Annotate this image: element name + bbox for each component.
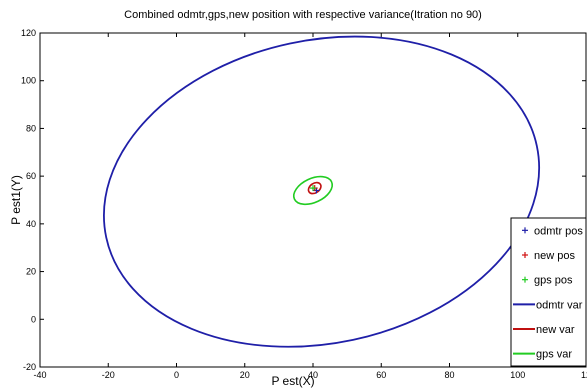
plot-area xyxy=(39,32,587,368)
gps-pos-marker xyxy=(310,185,316,192)
x-axis-label: P est(X) xyxy=(271,374,314,388)
legend-item-odmtr-var: odmtr var xyxy=(513,299,583,311)
new-var-ellipse xyxy=(307,181,322,195)
legend-label: gps pos xyxy=(534,275,573,287)
y-tick-label: 100 xyxy=(21,76,36,86)
x-tick-label: -20 xyxy=(102,370,115,380)
y-axis: -20 0 20 40 60 80 100 120 xyxy=(21,28,586,372)
y-tick-label: -20 xyxy=(23,362,36,372)
series-layer xyxy=(103,35,541,348)
x-axis: -40 -20 0 20 40 60 80 100 12 xyxy=(33,33,587,380)
x-tick-label: 0 xyxy=(174,370,179,380)
x-tick-label: 60 xyxy=(376,370,386,380)
legend: odmtr pos new pos gps pos odmtr var new var g… xyxy=(510,217,587,367)
y-tick-label: 40 xyxy=(26,219,36,229)
legend-box xyxy=(510,217,587,367)
legend-item-gps-pos: gps pos xyxy=(522,275,573,287)
legend-label: odmtr var xyxy=(536,299,583,311)
x-tick-label: 20 xyxy=(240,370,250,380)
legend-item-odmtr-pos: odmtr pos xyxy=(522,225,583,237)
x-tick-label: 12 xyxy=(581,370,587,380)
odmtr-var-ellipse xyxy=(103,35,541,348)
y-axis-label: P est1(Y) xyxy=(9,175,23,225)
x-tick-label: 40 xyxy=(308,370,318,380)
legend-item-new-var: new var xyxy=(513,324,575,336)
y-tick-label: 80 xyxy=(26,123,36,133)
legend-item-gps-var: gps var xyxy=(513,349,572,361)
x-tick-label: -40 xyxy=(33,370,46,380)
gps-var-ellipse xyxy=(292,175,334,206)
legend-label: gps var xyxy=(536,349,572,361)
legend-item-new-pos: new pos xyxy=(522,250,575,262)
y-tick-label: 0 xyxy=(31,314,36,324)
legend-label: new var xyxy=(536,324,575,336)
y-tick-label: 60 xyxy=(26,171,36,181)
x-tick-label: 80 xyxy=(444,370,454,380)
x-tick-label: 100 xyxy=(510,370,525,380)
y-tick-label: 120 xyxy=(21,28,36,38)
legend-label: new pos xyxy=(534,250,575,262)
y-tick-label: 20 xyxy=(26,267,36,277)
chart-title: Combined odmtr,gps,new position with res… xyxy=(124,9,482,21)
legend-label: odmtr pos xyxy=(534,225,583,237)
